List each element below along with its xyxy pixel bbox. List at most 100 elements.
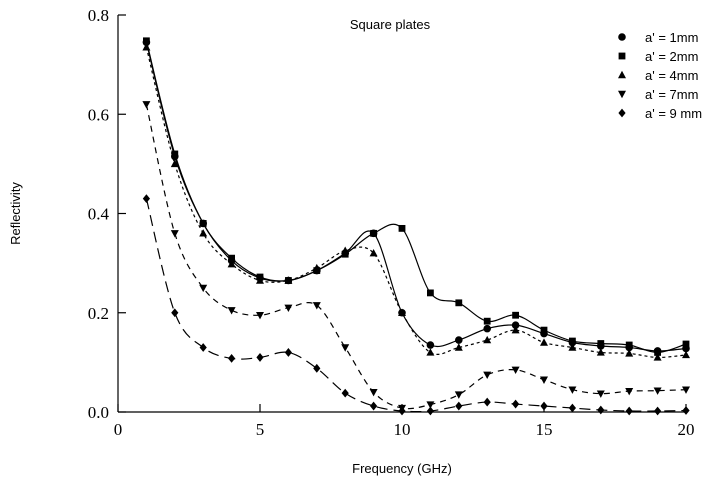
data-point <box>341 250 349 258</box>
data-point <box>682 350 690 359</box>
legend-label: a' = 2mm <box>645 49 698 64</box>
data-point <box>654 349 661 356</box>
data-point <box>228 354 236 363</box>
series-line <box>145 42 687 352</box>
data-point <box>171 308 179 318</box>
data-point <box>483 317 491 325</box>
legend-item: a' = 2mm <box>618 49 698 64</box>
data-point <box>199 343 207 352</box>
data-point <box>284 348 292 357</box>
data-point <box>142 43 151 51</box>
data-point <box>284 276 293 284</box>
legend-marker <box>618 108 626 118</box>
legend-label: a' = 9 mm <box>645 106 702 121</box>
data-point <box>369 388 378 397</box>
data-point <box>625 406 633 416</box>
legend-label: a' = 1mm <box>645 30 698 45</box>
data-point <box>369 249 378 257</box>
y-tick-label: 0.2 <box>88 304 109 323</box>
data-point <box>199 220 207 227</box>
data-point <box>199 229 208 237</box>
x-tick-label: 5 <box>256 420 265 439</box>
data-point <box>455 401 463 411</box>
y-axis-title: Reflectivity <box>8 182 23 245</box>
data-point <box>682 340 690 348</box>
data-point <box>596 348 605 356</box>
data-point <box>426 406 434 416</box>
legend-marker <box>618 90 626 99</box>
series-line <box>145 198 687 413</box>
data-point <box>625 341 633 349</box>
data-point <box>540 376 548 384</box>
data-point <box>511 325 520 334</box>
data-point <box>143 37 150 45</box>
data-point <box>568 403 576 413</box>
data-point <box>483 335 492 344</box>
series-line <box>145 47 687 359</box>
y-tick-label: 0.0 <box>88 403 109 422</box>
data-point <box>654 406 662 416</box>
data-point <box>511 366 520 375</box>
data-point <box>370 401 378 411</box>
data-point <box>256 276 264 284</box>
data-point <box>227 259 236 268</box>
data-point <box>483 324 492 333</box>
series-line <box>145 40 687 354</box>
legend-item: a' = 4mm <box>618 68 698 83</box>
data-point <box>653 387 662 395</box>
data-point <box>313 363 321 373</box>
series-3 <box>142 43 690 361</box>
data-point <box>540 326 548 334</box>
data-point <box>540 338 548 346</box>
legend-item: a' = 7mm <box>618 87 698 102</box>
data-point <box>454 343 463 351</box>
data-point <box>568 343 577 351</box>
chart-annotation: Square plates <box>350 17 431 32</box>
data-point <box>625 387 634 396</box>
legend-marker <box>618 33 626 41</box>
data-point <box>625 349 634 357</box>
series-2 <box>143 37 690 356</box>
data-point <box>256 353 264 362</box>
legend: a' = 1mm a' = 2mm a' = 4mm a' = 7mm a' = 9 m… <box>618 30 702 121</box>
data-point <box>312 263 321 272</box>
data-point <box>170 230 179 238</box>
legend-item: a' = 1mm <box>618 30 698 45</box>
legend-item: a' = 9 mm <box>618 106 702 121</box>
data-point <box>653 353 662 361</box>
data-point <box>455 299 463 307</box>
x-tick-label: 0 <box>114 420 123 439</box>
x-tick-label: 10 <box>394 420 411 439</box>
data-point <box>596 390 605 398</box>
data-point <box>398 308 406 316</box>
data-point <box>370 229 377 237</box>
data-point <box>455 336 463 344</box>
series-4 <box>142 101 690 413</box>
data-point <box>341 246 350 254</box>
data-point <box>341 388 349 398</box>
data-point <box>398 406 406 416</box>
data-point <box>256 312 264 320</box>
data-point <box>568 386 577 394</box>
series-line <box>145 104 687 410</box>
data-point <box>341 344 350 352</box>
data-point <box>597 405 605 415</box>
data-point <box>569 337 576 345</box>
y-tick-label: 0.4 <box>88 205 110 224</box>
data-point <box>483 397 491 407</box>
data-point <box>426 341 435 349</box>
data-point <box>511 321 520 329</box>
data-point <box>454 391 463 399</box>
data-point <box>426 348 435 356</box>
data-point <box>540 401 548 411</box>
y-tick-label: 0.8 <box>88 6 109 25</box>
legend-label: a' = 4mm <box>645 68 698 83</box>
data-point <box>228 254 235 262</box>
x-tick-label: 15 <box>536 420 553 439</box>
data-point <box>284 304 293 312</box>
data-point <box>312 302 321 310</box>
data-point <box>483 371 492 379</box>
data-point <box>227 307 236 315</box>
data-point <box>427 289 434 297</box>
